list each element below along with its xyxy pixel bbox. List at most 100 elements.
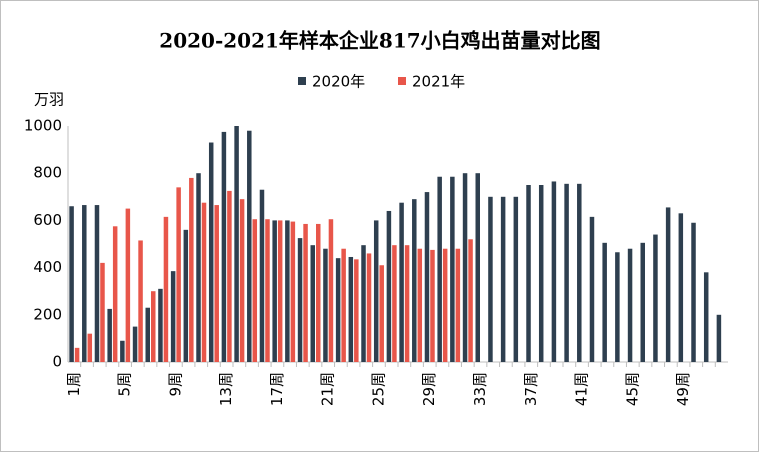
y-axis-label: 万羽 [34, 91, 64, 109]
bar [328, 219, 334, 362]
bar [455, 248, 461, 362]
bar [366, 253, 372, 362]
bar [703, 272, 709, 362]
bar [316, 223, 321, 362]
bar [417, 248, 423, 362]
y-tick-label: 200 [33, 305, 62, 323]
bar [183, 229, 189, 362]
bar [87, 333, 93, 362]
bar [442, 248, 448, 362]
bar [163, 216, 169, 362]
x-tick-label: 5周 [116, 372, 134, 397]
bar [285, 220, 290, 362]
bar [323, 248, 328, 362]
bar [551, 181, 557, 362]
x-tick-label: 21周 [319, 372, 337, 406]
bar [69, 206, 74, 362]
bar [354, 259, 359, 362]
bar [138, 240, 143, 362]
bar [208, 142, 214, 362]
bar [564, 183, 569, 362]
x-tick-label: 25周 [369, 372, 387, 406]
bar [462, 173, 468, 362]
bar [392, 245, 397, 362]
y-tick-label: 800 [33, 164, 62, 182]
chart-title: 2020-2021年样本企业817小白鸡出苗量对比图 [159, 29, 600, 53]
bar [404, 245, 410, 362]
bar [437, 176, 442, 362]
bar [716, 314, 722, 362]
bar [214, 205, 219, 362]
bar [386, 210, 392, 362]
bar [112, 226, 118, 362]
bar [488, 196, 493, 362]
bar [247, 130, 252, 362]
bar [348, 256, 354, 362]
bar [640, 242, 645, 362]
bar [265, 219, 270, 362]
bar [132, 326, 138, 362]
bar [538, 185, 544, 362]
bar [577, 183, 582, 362]
bar [297, 238, 303, 362]
bar [500, 196, 506, 362]
bar [170, 271, 176, 362]
bar [341, 248, 346, 362]
bar [373, 220, 379, 362]
bar [379, 265, 384, 362]
x-tick-label: 37周 [522, 372, 540, 406]
bar [145, 307, 150, 362]
bar [430, 249, 435, 362]
x-tick-label: 1周 [65, 372, 83, 397]
bar [227, 190, 232, 362]
legend-swatch [398, 77, 406, 85]
bar [526, 185, 531, 362]
y-tick-label: 600 [33, 211, 62, 229]
bar [82, 205, 87, 362]
bar [303, 223, 308, 362]
bar [399, 202, 404, 362]
bar [468, 239, 473, 362]
legend-swatch [298, 77, 306, 85]
bar [290, 221, 296, 362]
bar [602, 242, 607, 362]
x-tick-label: 13周 [217, 372, 235, 406]
x-tick-label: 41周 [573, 372, 591, 406]
x-tick-label: 49周 [674, 372, 692, 406]
bar [361, 245, 366, 362]
bar [120, 340, 125, 362]
bar [176, 187, 181, 362]
bar [653, 234, 658, 362]
x-tick-label: 45周 [623, 372, 641, 406]
y-tick-label: 1000 [24, 117, 62, 135]
bar [475, 173, 480, 362]
bar [310, 245, 315, 362]
bar [691, 222, 696, 362]
bar [627, 248, 633, 362]
bar [277, 220, 283, 362]
x-tick-label: 33周 [471, 372, 489, 406]
bar [252, 219, 258, 362]
bar [94, 205, 100, 362]
y-tick-label: 400 [33, 258, 62, 276]
bar [678, 213, 684, 362]
bar [424, 192, 430, 362]
bar [158, 288, 163, 362]
bar [450, 176, 455, 362]
bar [100, 262, 105, 362]
y-tick-label: 0 [52, 353, 62, 371]
x-tick-label: 9周 [166, 372, 184, 397]
bar [151, 291, 156, 362]
bar [513, 196, 519, 362]
bar [272, 220, 277, 362]
bar [221, 131, 227, 362]
bar [412, 199, 417, 362]
x-tick-label: 29周 [420, 372, 438, 406]
legend-label: 2021年 [412, 73, 465, 91]
bar [615, 252, 620, 362]
bar [239, 199, 245, 362]
bar [107, 308, 112, 362]
legend-label: 2020年 [312, 73, 365, 91]
bar [234, 126, 239, 362]
